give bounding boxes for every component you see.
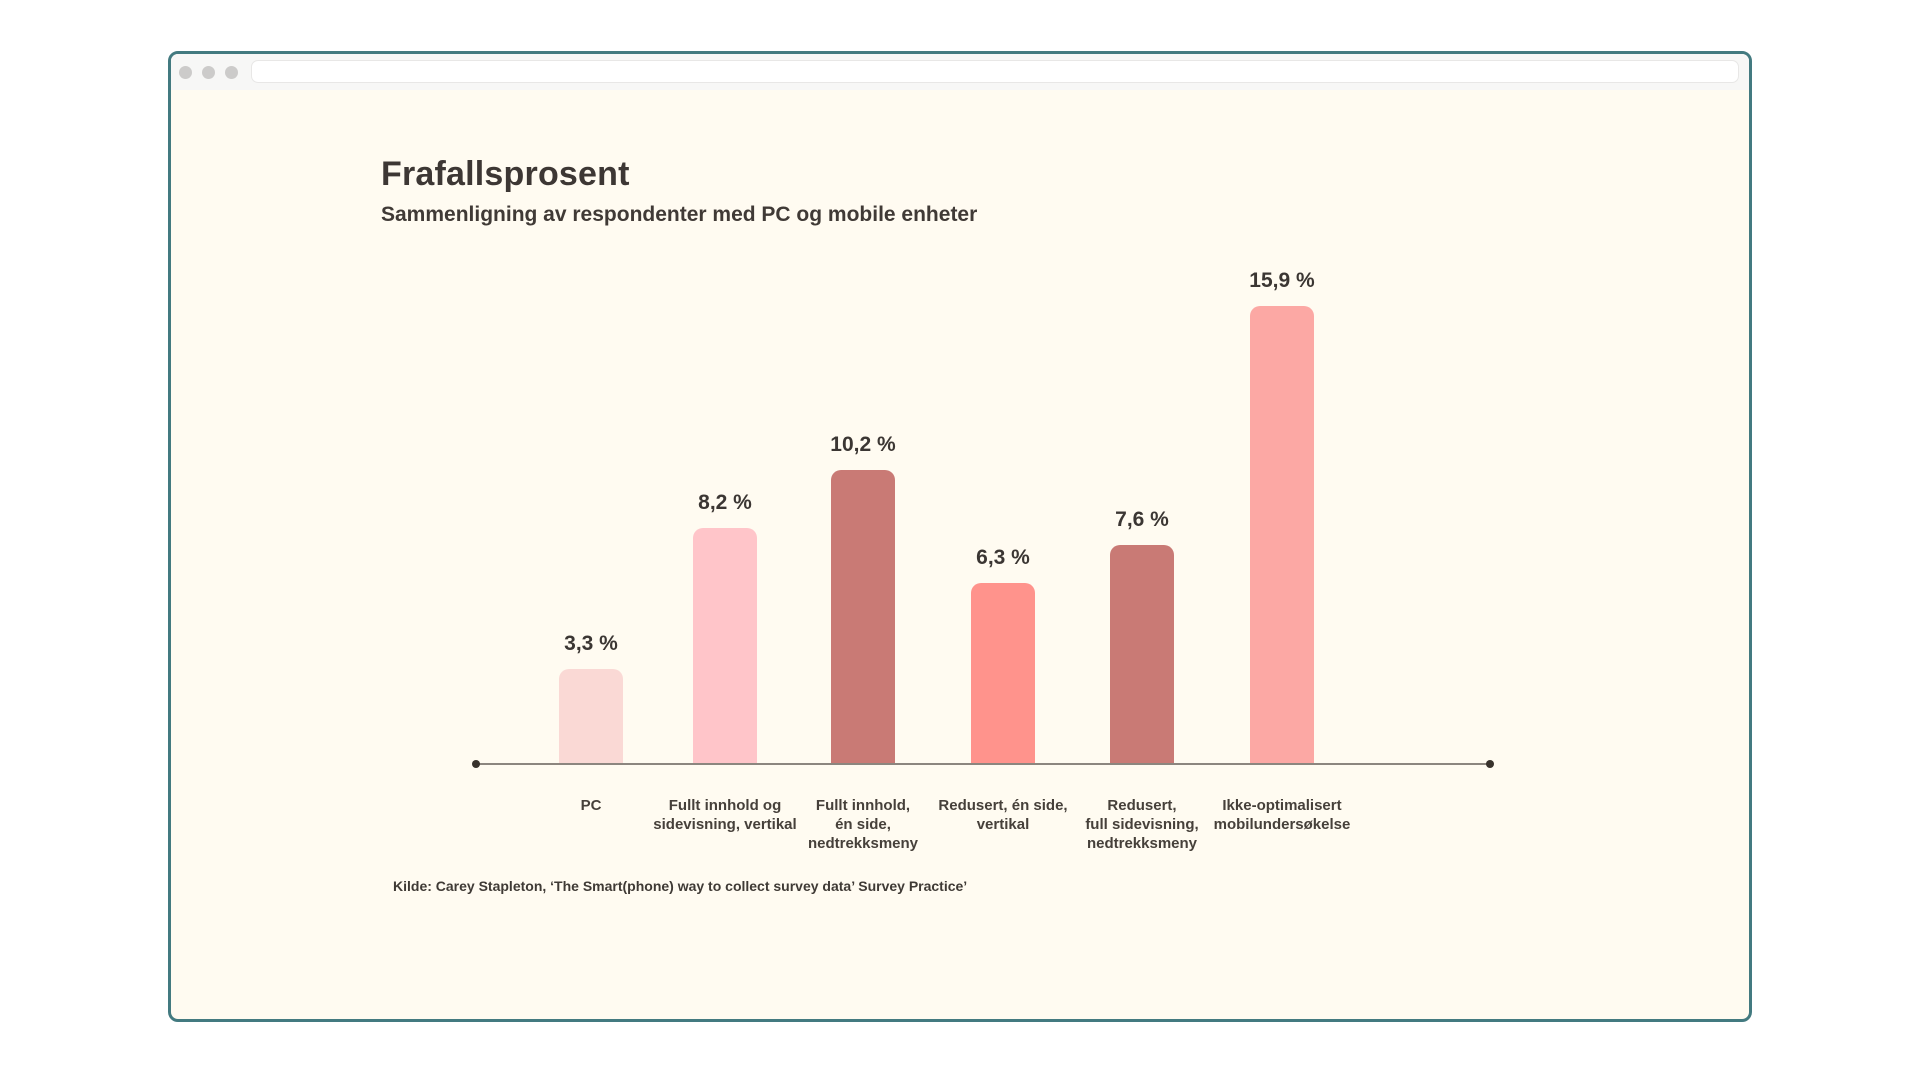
window-close-button[interactable] [179,65,192,79]
window-controls [179,65,238,79]
category-label-4: Redusert, én side, vertikal [938,797,1068,833]
chart-header: Frafallsprosent Sammenligning av respond… [381,155,977,227]
axis-endpoint-dot-left [472,760,480,768]
category-label-3: Fullt innhold, én side, nedtrekksmeny [807,797,919,852]
chart-title: Frafallsprosent [381,155,630,193]
category-label-2: Fullt innhold og sidevisning, vertikal [653,797,797,833]
bar-value-label-2: 8,2 % [698,491,752,514]
bar-6 [1250,306,1314,764]
bar-value-label-1: 3,3 % [564,632,618,655]
window-maximize-button[interactable] [225,65,238,79]
chart-subtitle: Sammenligning av respondenter med PC og … [381,203,978,226]
bar-2 [693,528,757,764]
category-label-1: PC [580,797,602,814]
category-label-5: Redusert, full sidevisning, nedtrekksmen… [1085,797,1199,852]
url-bar[interactable] [251,60,1739,83]
browser-titlebar [171,54,1749,90]
bar-3 [831,470,895,764]
bar-value-label-3: 10,2 % [830,433,896,456]
x-axis-line [476,763,1490,765]
browser-window: Frafallsprosent Sammenligning av respond… [168,51,1752,1022]
bar-4 [971,583,1035,764]
bar-value-label-4: 6,3 % [976,546,1030,569]
bar-value-label-5: 7,6 % [1115,508,1169,531]
category-label-6: Ikke-optimalisert mobilundersøkelse [1213,797,1351,833]
window-minimize-button[interactable] [202,65,215,79]
chart-source: Kilde: Carey Stapleton, ‘The Smart(phone… [393,878,968,894]
bar-1 [559,669,623,764]
bar-5 [1110,545,1174,764]
axis-endpoint-dot-right [1486,760,1494,768]
bar-value-label-6: 15,9 % [1249,269,1315,292]
